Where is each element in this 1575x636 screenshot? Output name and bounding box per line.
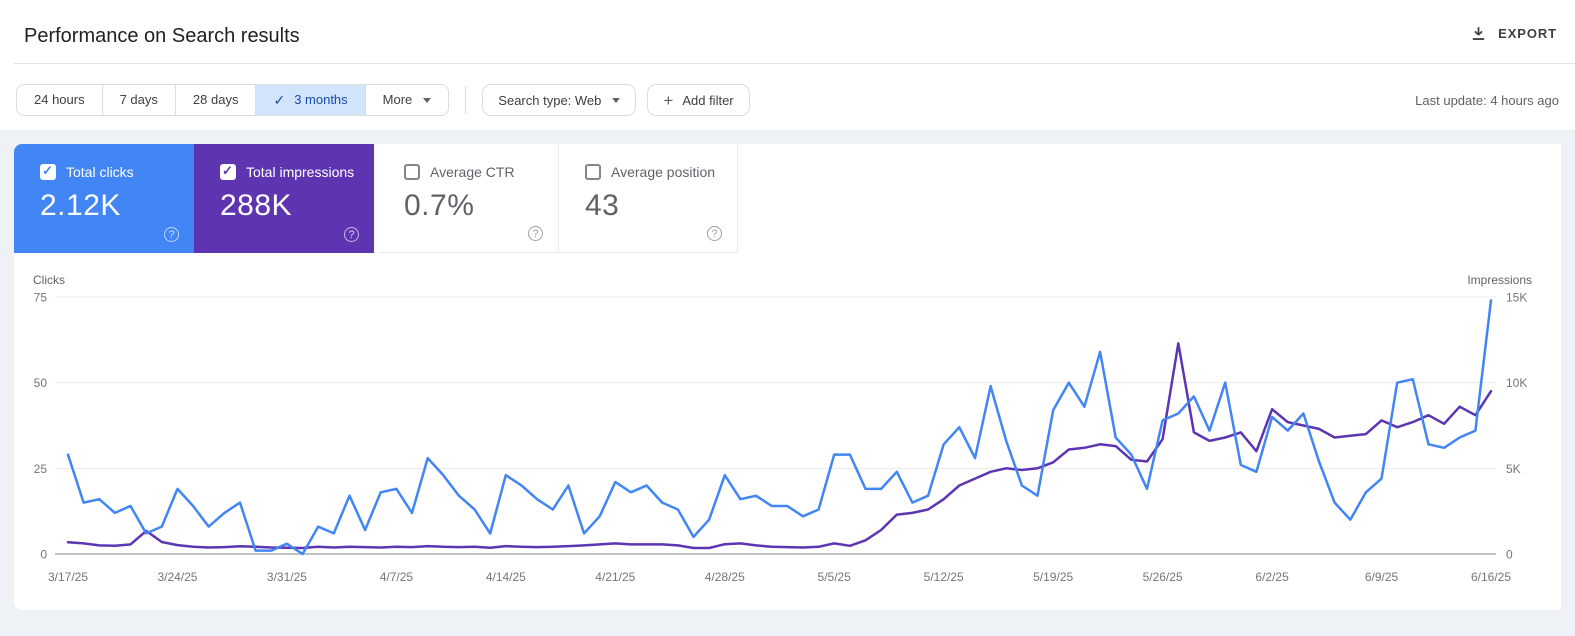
date-range-28-days[interactable]: 28 days	[174, 85, 256, 115]
metric-value: 0.7%	[404, 189, 475, 222]
metric-value: 288K	[220, 189, 293, 222]
left-axis-tick: 25	[34, 462, 48, 476]
left-axis-title: Clicks	[33, 273, 65, 287]
check-icon: ✓	[273, 92, 286, 108]
export-label: EXPORT	[1498, 26, 1557, 41]
chevron-down-icon	[423, 97, 432, 103]
chart-line-total-impressions	[66, 342, 1493, 550]
help-circle-icon[interactable]: ?	[707, 226, 722, 241]
chart-line-total-clicks	[66, 299, 1493, 556]
right-axis-tick: 5K	[1506, 462, 1521, 476]
search-type-dropdown[interactable]: Search type: Web	[482, 84, 637, 116]
x-axis-tick: 4/14/25	[486, 570, 526, 584]
left-axis-tick: 75	[34, 291, 48, 305]
page-title: Performance on Search results	[24, 25, 300, 47]
right-axis-tick: 0	[1506, 548, 1513, 562]
metric-card-total-clicks[interactable]: ✓ Total clicks 2.12K ?	[14, 144, 194, 253]
checkbox-checked-icon[interactable]: ✓	[220, 163, 236, 180]
metric-label: Average position	[611, 164, 716, 180]
right-axis-tick: 15K	[1506, 291, 1527, 305]
checkbox-unchecked-icon[interactable]	[404, 164, 420, 180]
metric-label: Average CTR	[430, 164, 515, 180]
filter-bar: 24 hours 7 days 28 days ✓ 3 months More …	[16, 84, 750, 116]
right-axis-tick: 10K	[1506, 376, 1527, 390]
x-axis-tick: 5/5/25	[818, 570, 852, 584]
more-date-ranges-button[interactable]: More	[364, 85, 449, 115]
metric-value: 2.12K	[40, 189, 121, 222]
performance-panel: ✓ Total clicks 2.12K ? ✓ Total impressio…	[14, 144, 1561, 610]
filter-separator	[465, 86, 467, 114]
plus-icon: +	[663, 90, 674, 110]
x-axis-tick: 5/12/25	[924, 570, 964, 584]
x-axis-tick: 6/16/25	[1471, 570, 1511, 584]
header-divider	[14, 63, 1575, 64]
x-axis-tick: 6/9/25	[1365, 570, 1399, 584]
metric-card-average-ctr[interactable]: Average CTR 0.7% ?	[378, 144, 558, 253]
last-update-text: Last update: 4 hours ago	[1415, 93, 1559, 108]
x-axis-tick: 3/17/25	[48, 570, 88, 584]
metric-card-total-impressions[interactable]: ✓ Total impressions 288K ?	[194, 144, 374, 253]
date-range-7-days[interactable]: 7 days	[101, 85, 175, 115]
metric-cards: ✓ Total clicks 2.12K ? ✓ Total impressio…	[14, 144, 738, 253]
date-range-group: 24 hours 7 days 28 days ✓ 3 months More	[16, 84, 450, 116]
x-axis-tick: 5/19/25	[1033, 570, 1073, 584]
left-axis-tick: 0	[40, 548, 47, 562]
date-range-24-hours[interactable]: 24 hours	[34, 92, 85, 107]
metric-label: Total impressions	[246, 164, 355, 180]
right-axis-title: Impressions	[1467, 273, 1532, 287]
x-axis-tick: 3/31/25	[267, 570, 307, 584]
x-axis-tick: 4/7/25	[380, 570, 414, 584]
metric-card-average-position[interactable]: Average position 43 ?	[558, 144, 738, 253]
metric-value: 43	[585, 189, 620, 222]
checkbox-checked-icon[interactable]: ✓	[40, 163, 56, 180]
add-filter-button[interactable]: + Add filter	[647, 84, 750, 116]
chevron-down-icon	[612, 97, 621, 103]
help-circle-icon[interactable]: ?	[164, 227, 179, 242]
date-range-3-months[interactable]: ✓ 3 months	[255, 85, 365, 115]
x-axis-tick: 5/26/25	[1143, 570, 1183, 584]
checkbox-unchecked-icon[interactable]	[585, 164, 601, 180]
export-button[interactable]: EXPORT	[1470, 25, 1557, 42]
x-axis-tick: 6/2/25	[1255, 570, 1289, 584]
metric-label: Total clicks	[66, 164, 134, 180]
download-icon	[1470, 25, 1487, 42]
x-axis-tick: 3/24/25	[157, 570, 197, 584]
help-circle-icon[interactable]: ?	[344, 227, 359, 242]
performance-line-chart[interactable]: 0 25 50 75 0 5K 10K 15K Clicks Impressions 3/17/25…	[14, 144, 1561, 610]
x-axis-tick: 4/21/25	[595, 570, 635, 584]
left-axis-tick: 50	[34, 376, 48, 390]
header: Performance on Search results EXPORT 24 …	[0, 0, 1575, 130]
x-axis-tick: 4/28/25	[705, 570, 745, 584]
help-circle-icon[interactable]: ?	[528, 226, 543, 241]
